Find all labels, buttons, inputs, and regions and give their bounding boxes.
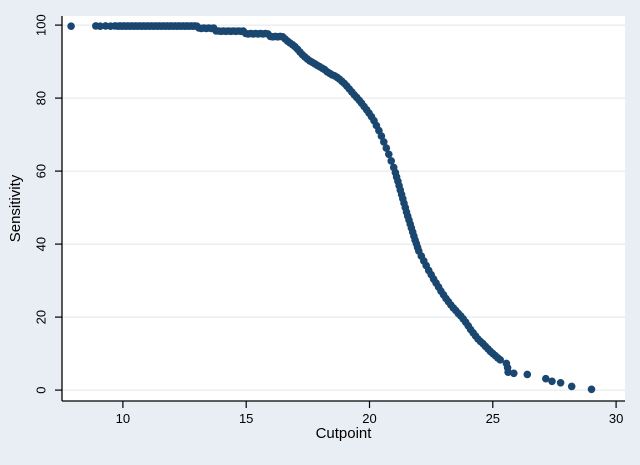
data-point xyxy=(382,144,391,152)
data-point xyxy=(548,377,556,386)
y-tick-label: 60 xyxy=(34,164,49,178)
data-point xyxy=(67,22,75,31)
y-tick-label: 0 xyxy=(34,386,49,393)
y-tick-label: 100 xyxy=(34,14,49,36)
y-tick-label: 80 xyxy=(34,91,49,105)
plot-area xyxy=(62,16,625,401)
x-tick-label: 15 xyxy=(239,411,253,426)
data-point xyxy=(510,369,518,378)
data-points xyxy=(67,22,596,394)
y-tick-label: 40 xyxy=(34,237,49,251)
data-point xyxy=(96,22,104,31)
data-point xyxy=(523,370,532,379)
y-axis-ticks: 0 20 40 60 80 100 xyxy=(34,14,62,394)
x-tick-label: 10 xyxy=(116,411,130,426)
data-point xyxy=(496,356,505,364)
x-axis-title: Cutpoint xyxy=(316,425,373,442)
data-point xyxy=(387,157,396,165)
data-point xyxy=(542,374,550,383)
x-tick-label: 30 xyxy=(609,411,623,426)
data-point xyxy=(504,368,512,377)
data-point xyxy=(385,150,393,159)
x-tick-label: 20 xyxy=(362,411,376,426)
y-axis-title: Sensitivity xyxy=(7,174,24,242)
y-tick-label: 20 xyxy=(34,310,49,324)
data-point xyxy=(587,385,596,394)
x-axis-ticks: 10 15 20 25 30 xyxy=(116,401,623,426)
data-point xyxy=(567,382,576,391)
data-point xyxy=(380,138,388,146)
data-point xyxy=(377,132,386,140)
x-tick-label: 25 xyxy=(486,411,500,426)
axes xyxy=(61,16,625,402)
data-point xyxy=(556,379,565,387)
